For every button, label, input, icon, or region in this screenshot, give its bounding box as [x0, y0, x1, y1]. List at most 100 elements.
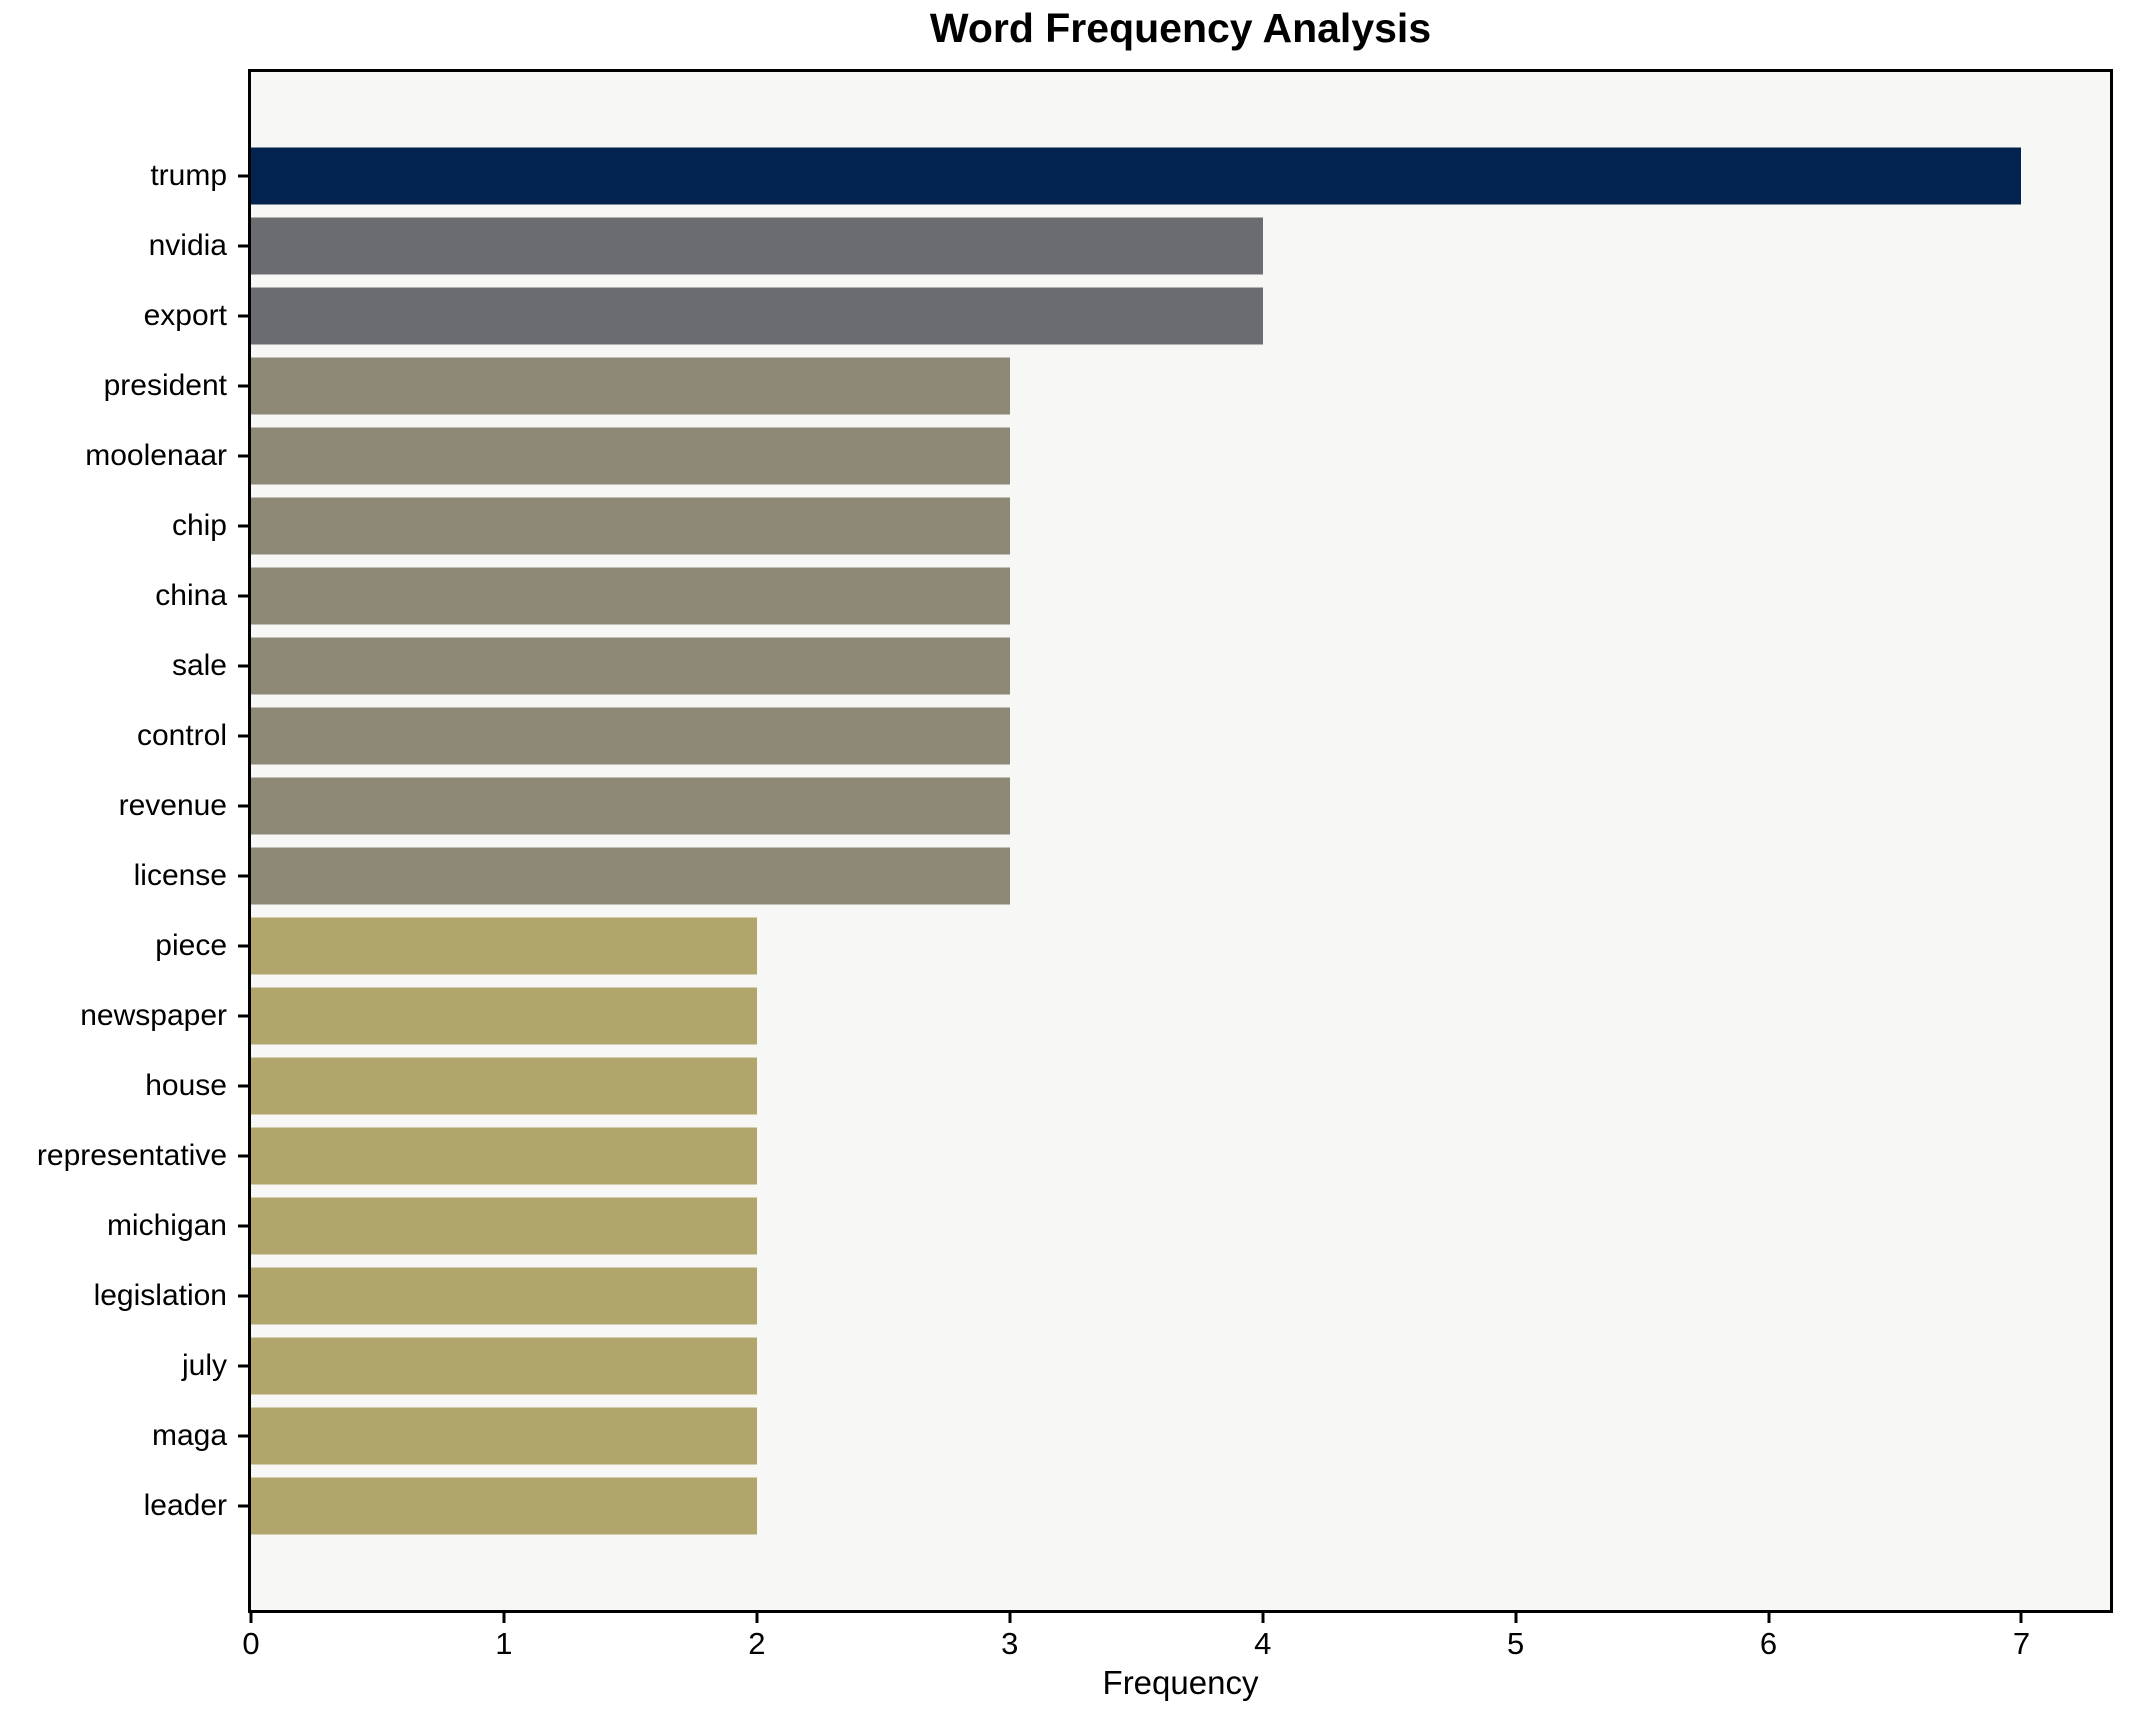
bar-row: representative	[37, 1121, 2110, 1191]
bar-house	[251, 1057, 757, 1115]
y-tick-label-license: license	[133, 859, 227, 892]
y-tick-mark	[238, 804, 251, 808]
y-tick-label-house: house	[145, 1069, 227, 1102]
y-tick-label-michigan: michigan	[106, 1209, 227, 1242]
y-tick-mark	[238, 1224, 251, 1228]
y-tick-label-china: china	[155, 579, 227, 612]
x-tick-label-4: 4	[1254, 1626, 1272, 1661]
y-tick-label-president: president	[103, 369, 227, 402]
bar-row: china	[155, 561, 2110, 631]
x-axis-ticks: 0 1 2 3 4 5 6 7	[242, 1610, 2110, 1680]
y-tick-mark	[238, 1364, 251, 1368]
bar-row: trump	[150, 141, 2110, 211]
bar-row: chip	[172, 491, 2110, 561]
y-tick-mark	[238, 384, 251, 388]
bar-president	[251, 357, 1010, 415]
x-tick-mark	[1514, 1610, 1518, 1623]
y-tick-mark	[238, 944, 251, 948]
y-tick-label-moolenaar: moolenaar	[85, 439, 227, 472]
bar-representative	[251, 1127, 757, 1185]
y-tick-label-representative: representative	[36, 1139, 227, 1172]
x-tick-mark	[1767, 1610, 1771, 1623]
y-tick-mark	[238, 1154, 251, 1158]
bar-row: maga	[152, 1401, 2110, 1471]
y-tick-label-trump: trump	[150, 159, 227, 192]
x-tick-label-1: 1	[495, 1626, 513, 1661]
x-tick-mark	[502, 1610, 506, 1623]
y-tick-mark	[238, 1014, 251, 1018]
bars-container: trump nvidia export president moolenaar chip c…	[37, 72, 2110, 1610]
y-tick-mark	[238, 244, 251, 248]
bar-michigan	[251, 1197, 757, 1255]
y-tick-label-newspaper: newspaper	[80, 999, 227, 1032]
bar-row: president	[104, 351, 2110, 421]
x-tick-mark	[249, 1610, 253, 1623]
bar-row: july	[182, 1331, 2110, 1401]
y-tick-label-maga: maga	[151, 1419, 227, 1452]
bar-row: legislation	[94, 1261, 2110, 1331]
bar-row: moolenaar	[85, 421, 2110, 491]
bar-control	[251, 707, 1010, 765]
y-tick-label-export: export	[143, 299, 227, 332]
x-tick-mark	[755, 1610, 759, 1623]
bar-legislation	[251, 1267, 757, 1325]
bar-piece	[251, 917, 757, 975]
chart-title: Word Frequency Analysis	[929, 5, 1432, 51]
bar-july	[251, 1337, 757, 1395]
y-tick-label-sale: sale	[171, 649, 227, 682]
bar-moolenaar	[251, 427, 1010, 485]
y-tick-mark	[238, 1504, 251, 1508]
bar-row: export	[144, 281, 2110, 351]
bar-row: newspaper	[80, 981, 2110, 1051]
x-tick-mark	[1261, 1610, 1265, 1623]
y-tick-mark	[238, 594, 251, 598]
bar-row: michigan	[107, 1191, 2110, 1261]
bar-maga	[251, 1407, 757, 1465]
y-tick-mark	[238, 734, 251, 738]
y-tick-label-revenue: revenue	[118, 789, 227, 822]
y-tick-mark	[238, 174, 251, 178]
bar-nvidia	[251, 217, 1263, 275]
y-tick-label-chip: chip	[171, 509, 227, 542]
y-tick-label-july: july	[181, 1349, 227, 1382]
bar-row: license	[134, 841, 2110, 911]
bar-sale	[251, 637, 1010, 695]
bar-revenue	[251, 777, 1010, 835]
bar-leader	[251, 1477, 757, 1535]
y-tick-label-control: control	[136, 719, 227, 752]
x-tick-label-6: 6	[1759, 1626, 1778, 1661]
x-axis-label: Frequency	[1102, 1664, 1259, 1701]
x-tick-mark	[1008, 1610, 1012, 1623]
y-tick-mark	[238, 1294, 251, 1298]
y-tick-mark	[238, 664, 251, 668]
bar-export	[251, 287, 1263, 345]
y-tick-label-nvidia: nvidia	[148, 229, 227, 262]
x-tick-label-7: 7	[2012, 1626, 2031, 1661]
bar-license	[251, 847, 1010, 905]
y-tick-label-legislation: legislation	[93, 1279, 227, 1312]
y-tick-mark	[238, 454, 251, 458]
y-tick-mark	[238, 1084, 251, 1088]
x-tick-label-5: 5	[1507, 1626, 1525, 1661]
y-tick-mark	[238, 874, 251, 878]
plot-area: trump nvidia export president moolenaar chip c…	[37, 69, 2113, 1661]
bar-row: revenue	[119, 771, 2110, 841]
bar-row: nvidia	[149, 211, 2110, 281]
bar-trump	[251, 147, 2022, 205]
bar-row: sale	[172, 631, 2110, 701]
bar-china	[251, 567, 1010, 625]
x-tick-mark	[2019, 1610, 2023, 1623]
bar-row: control	[137, 701, 2110, 771]
bar-row: piece	[155, 911, 2110, 981]
bar-chip	[251, 497, 1010, 555]
bar-newspaper	[251, 987, 757, 1045]
x-tick-label-2: 2	[748, 1626, 766, 1661]
bar-row: house	[145, 1051, 2110, 1121]
y-tick-mark	[238, 1434, 251, 1438]
bar-row: leader	[144, 1471, 2110, 1541]
x-tick-label-3: 3	[1001, 1626, 1019, 1661]
y-tick-label-piece: piece	[155, 929, 227, 962]
y-tick-mark	[238, 524, 251, 528]
y-tick-mark	[238, 314, 251, 318]
